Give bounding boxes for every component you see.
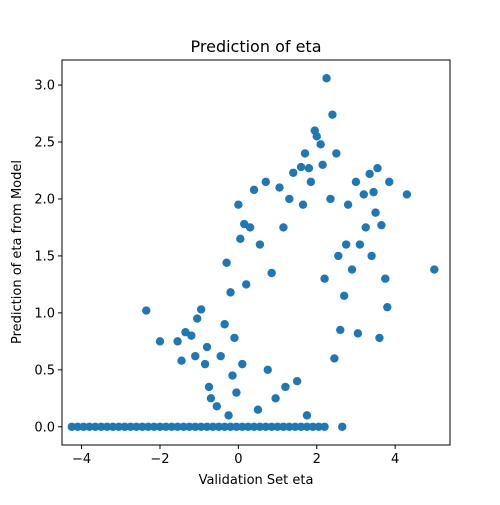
y-tick-label: 2.0 [34, 192, 55, 207]
data-point [348, 265, 356, 273]
data-point [187, 331, 195, 339]
data-point [320, 423, 328, 431]
x-tick-label: 0 [234, 452, 242, 467]
data-point [354, 329, 362, 337]
data-point [193, 314, 201, 322]
data-point [232, 388, 240, 396]
x-tick-label: −4 [72, 452, 91, 467]
data-point [201, 360, 209, 368]
data-point [301, 149, 309, 157]
data-point [285, 195, 293, 203]
data-point [297, 163, 305, 171]
data-point [262, 178, 270, 186]
data-point [250, 186, 258, 194]
data-point [220, 320, 228, 328]
y-tick-label: 1.0 [34, 306, 55, 321]
chart-title: Prediction of eta [191, 37, 322, 56]
data-point [228, 371, 236, 379]
data-point [362, 223, 370, 231]
plot-area [62, 60, 450, 445]
y-tick-label: 2.5 [34, 136, 55, 151]
data-point [377, 221, 385, 229]
x-tick-label: −2 [150, 452, 169, 467]
data-point [275, 183, 283, 191]
y-axis-label: Prediction of eta from Model [10, 160, 25, 344]
data-point [213, 402, 221, 410]
y-tick-label: 0.5 [34, 363, 55, 378]
data-point [236, 235, 244, 243]
data-point [264, 366, 272, 374]
data-point [267, 269, 275, 277]
data-point [332, 149, 340, 157]
data-point [173, 337, 181, 345]
data-point [375, 334, 383, 342]
data-point [217, 352, 225, 360]
data-point [381, 274, 389, 282]
data-point [142, 306, 150, 314]
data-point [352, 178, 360, 186]
y-tick-label: 1.5 [34, 249, 55, 264]
data-point [367, 252, 375, 260]
data-point [356, 240, 364, 248]
data-point [403, 190, 411, 198]
x-tick-label: 4 [391, 452, 399, 467]
data-point [242, 280, 250, 288]
x-axis-label: Validation Set eta [199, 473, 314, 488]
data-point [342, 240, 350, 248]
data-point [191, 352, 199, 360]
data-point [281, 383, 289, 391]
data-point [254, 405, 262, 413]
data-point [197, 305, 205, 313]
data-point [320, 274, 328, 282]
data-point [344, 200, 352, 208]
data-point [383, 303, 391, 311]
data-point [293, 377, 301, 385]
data-point [330, 354, 338, 362]
data-point [222, 259, 230, 267]
data-point [338, 423, 346, 431]
data-point [328, 110, 336, 118]
data-point [238, 360, 246, 368]
data-point [316, 140, 324, 148]
data-point [322, 74, 330, 82]
data-point [289, 169, 297, 177]
data-point [371, 208, 379, 216]
data-point [336, 326, 344, 334]
data-point [203, 343, 211, 351]
data-point [256, 240, 264, 248]
data-point [385, 178, 393, 186]
y-tick-label: 0.0 [34, 420, 55, 435]
data-point [207, 394, 215, 402]
data-point [246, 223, 254, 231]
data-point [326, 195, 334, 203]
data-point [318, 161, 326, 169]
data-point [340, 292, 348, 300]
data-point [226, 288, 234, 296]
y-tick-label: 3.0 [34, 79, 55, 94]
data-point [205, 383, 213, 391]
data-point [303, 411, 311, 419]
data-point [373, 164, 381, 172]
data-point [279, 223, 287, 231]
data-point [224, 411, 232, 419]
data-point [305, 164, 313, 172]
data-point [369, 188, 377, 196]
x-tick-label: 2 [313, 452, 321, 467]
data-point [234, 200, 242, 208]
data-point [313, 132, 321, 140]
data-point [365, 170, 373, 178]
data-point [271, 394, 279, 402]
data-point [430, 265, 438, 273]
data-point [307, 178, 315, 186]
data-point [299, 200, 307, 208]
data-point [360, 190, 368, 198]
data-point [156, 337, 164, 345]
data-point [177, 357, 185, 365]
data-point [230, 334, 238, 342]
data-point [334, 252, 342, 260]
